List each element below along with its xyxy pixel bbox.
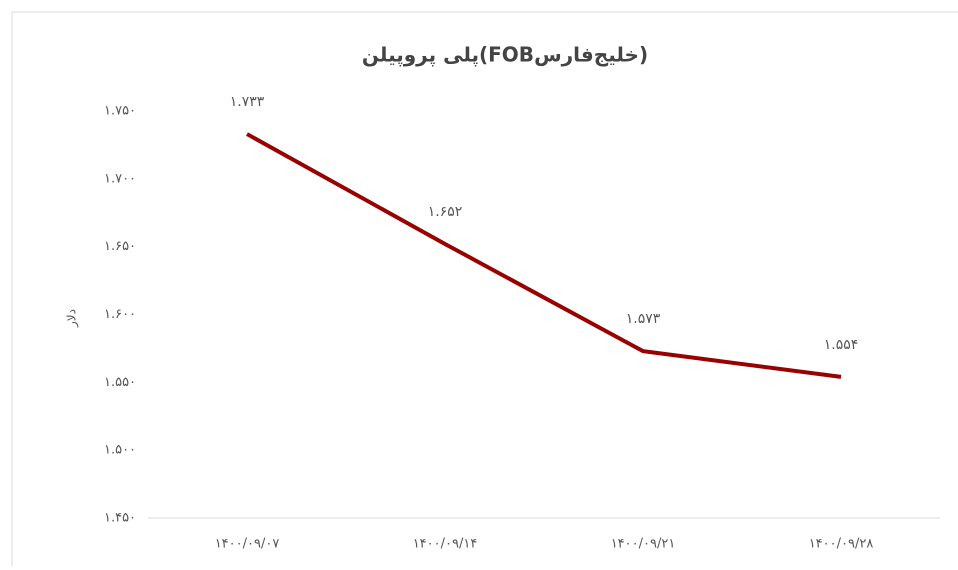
y-axis-label: دلار [65, 309, 80, 328]
y-tick-label: ۱.۵۵۰ [104, 375, 136, 390]
chart-title: پلی پروپیلن(FOBخلیج‌فارس) [362, 43, 648, 68]
data-label: ۱.۵۷۳ [626, 311, 661, 327]
data-label: ۱.۶۵۲ [428, 204, 463, 220]
data-label: ۱.۵۵۴ [824, 337, 859, 353]
y-tick-label: ۱.۷۰۰ [104, 171, 136, 186]
data-label: ۱.۷۳۳ [230, 94, 265, 110]
y-tick-label: ۱.۵۰۰ [104, 443, 136, 458]
y-tick-label: ۱.۷۵۰ [104, 104, 136, 119]
y-tick-label: ۱.۶۰۰ [104, 307, 136, 322]
chart-frame [11, 11, 958, 570]
y-tick-label: ۱.۴۵۰ [104, 511, 136, 526]
x-tick-label: ۱۴۰۰/۰۹/۲۸ [809, 537, 874, 552]
y-tick-label: ۱.۶۵۰ [104, 239, 136, 254]
x-tick-label: ۱۴۰۰/۰۹/۲۱ [611, 537, 676, 552]
x-tick-label: ۱۴۰۰/۰۹/۰۷ [215, 537, 280, 552]
x-tick-label: ۱۴۰۰/۰۹/۱۴ [413, 537, 478, 552]
line [246, 132, 842, 379]
